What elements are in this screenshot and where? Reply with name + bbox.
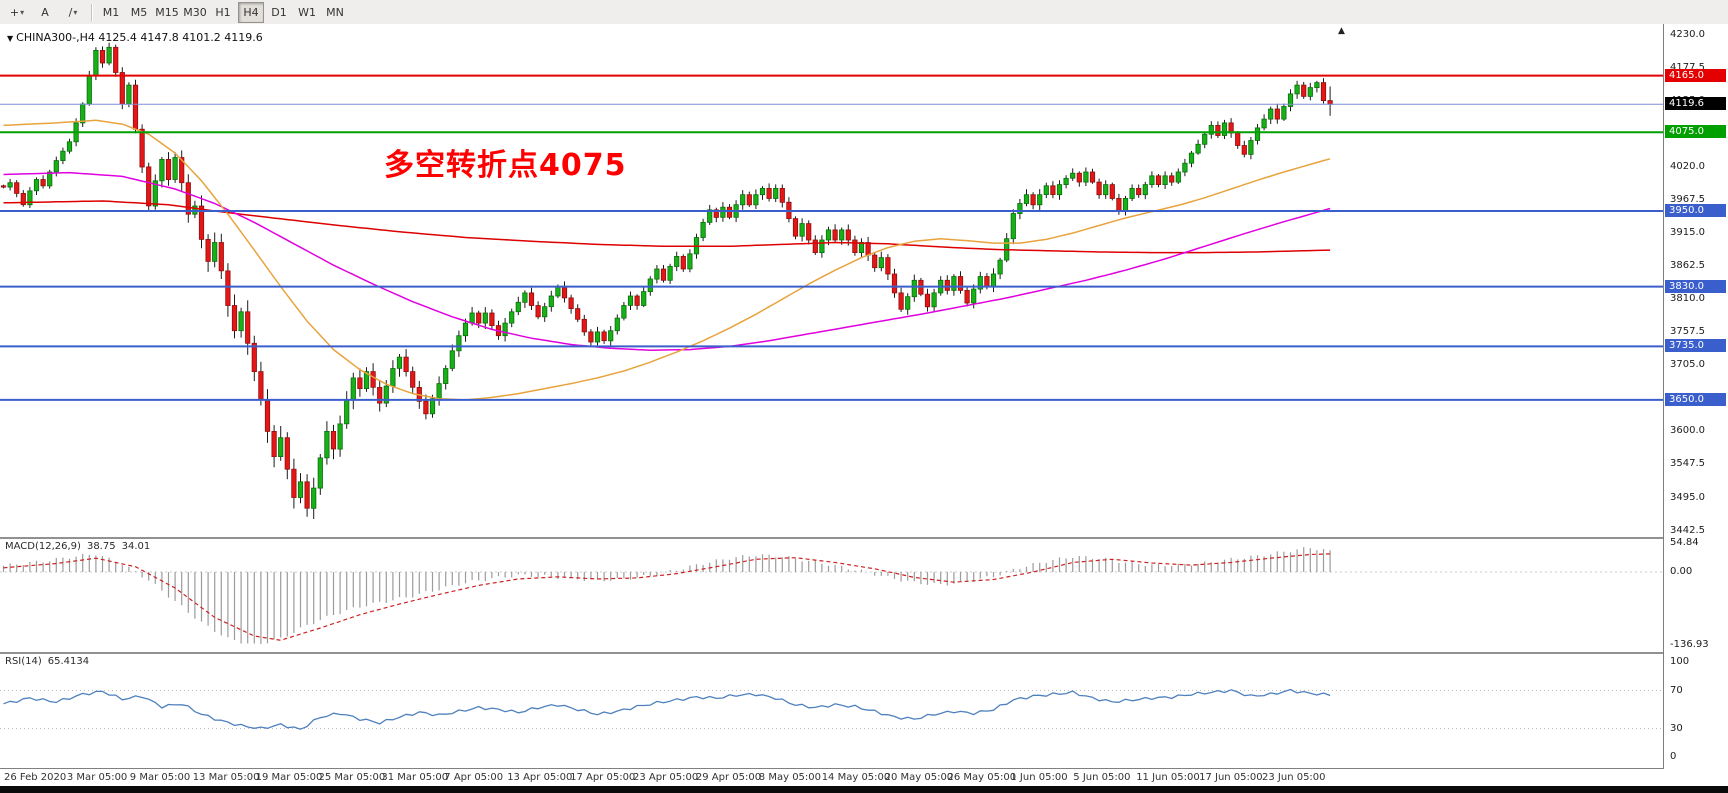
price-tick-label: 3600.0 (1670, 425, 1705, 437)
rsi-svg (0, 688, 1664, 730)
cursor-tool-icon: + (9, 5, 20, 19)
price-tick-label: 3810.0 (1670, 293, 1705, 305)
timeframe-button-m30[interactable]: M30 (183, 5, 207, 19)
time-axis-label: 25 Mar 05:00 (318, 772, 386, 783)
rsi-label: RSI(14) 65.4134 (5, 656, 90, 667)
main-chart-svg[interactable] (0, 24, 1664, 537)
current-price-badge: 4119.6 (1665, 97, 1726, 111)
time-axis-label: 26 May 05:00 (947, 772, 1017, 783)
draw-tool-icon: / (68, 5, 73, 19)
tool-button-draw-tool[interactable]: / ▾ (60, 2, 86, 23)
time-axis-label: 7 Apr 05:00 (444, 772, 504, 783)
time-axis[interactable]: 26 Feb 2020 3 Mar 05:00 9 Mar 05:00 13 Mar … (0, 768, 1664, 787)
taskbar-strip (0, 786, 1728, 793)
chevron-down-icon: ▾ (20, 7, 25, 17)
toolbar-separator (91, 3, 93, 21)
price-tick-label: 3915.0 (1670, 227, 1705, 239)
price-level-badge: 3950.0 (1665, 204, 1726, 218)
time-axis-label: 26 Feb 2020 (4, 772, 67, 783)
time-axis-label: 1 Jun 05:00 (1010, 772, 1068, 783)
macd-signal-line (3, 553, 1331, 641)
rsi-tick-label: 100 (1670, 656, 1690, 667)
symbol-dropdown-icon: ▼ (7, 34, 14, 43)
time-axis-label: 23 Apr 05:00 (633, 772, 699, 783)
symbol-ohlc-text: CHINA300-,H4 4125.4 4147.8 4101.2 4119.6 (16, 31, 263, 44)
main-chart-panel[interactable]: ▼ CHINA300-,H4 4125.4 4147.8 4101.2 4119.… (0, 24, 1664, 537)
candles-layer (0, 42, 1333, 519)
price-tick-label: 3705.0 (1670, 359, 1705, 371)
time-axis-label: 13 Apr 05:00 (507, 772, 573, 783)
panel-separator[interactable] (0, 652, 1728, 654)
time-axis-label: 19 Mar 05:00 (255, 772, 323, 783)
timeframe-button-h1[interactable]: H1 (215, 5, 231, 19)
rsi-tick-label: 0 (1670, 751, 1677, 762)
time-axis-label: 3 Mar 05:00 (66, 772, 128, 783)
chart-annotation-text: 多空转折点4075 (384, 148, 627, 183)
time-axis-label: 9 Mar 05:00 (129, 772, 191, 783)
toolbar: + ▾ A / ▾ M1 M5 M15 M30 H1 H4 D1 W1 MN (0, 0, 1728, 25)
rsi-tick-label: 30 (1670, 722, 1683, 734)
tool-button-text-tool[interactable]: A (32, 2, 58, 23)
macd-svg (0, 547, 1664, 644)
price-level-badge: 3650.0 (1665, 392, 1726, 406)
text-tool-icon: A (41, 5, 49, 19)
time-axis-label: 29 Apr 05:00 (695, 772, 762, 783)
ma-mid-line (3, 171, 1331, 351)
timeframe-button-m5[interactable]: M5 (130, 5, 148, 19)
price-level-badge: 3735.0 (1665, 339, 1726, 353)
timeframe-button-m15[interactable]: M15 (155, 5, 179, 19)
chart-shift-marker-icon: ▲ (1338, 26, 1345, 36)
rsi-tick-label: 70 (1670, 684, 1683, 696)
time-axis-label: 31 Mar 05:00 (381, 772, 449, 783)
tool-button-cursor-tool[interactable]: + ▾ (4, 2, 30, 23)
price-level-badge: 4165.0 (1665, 68, 1726, 82)
ma-fast-line (3, 119, 1331, 401)
time-axis-label: 17 Jun 05:00 (1199, 772, 1263, 783)
timeframe-button-mn[interactable]: MN (326, 5, 344, 19)
macd-histogram-layer (2, 547, 1331, 644)
timeframe-button-w1[interactable]: W1 (298, 5, 316, 19)
price-tick-label: 3967.5 (1670, 194, 1705, 205)
price-tick-label: 3495.0 (1670, 491, 1705, 503)
price-tick-label: 4230.0 (1670, 28, 1705, 40)
price-tick-label: 4020.0 (1670, 160, 1705, 172)
chevron-down-icon: ▾ (73, 7, 78, 17)
price-level-badge: 3830.0 (1665, 279, 1726, 293)
rsi-line (3, 688, 1331, 730)
macd-label: MACD(12,26,9) 38.75 34.01 (5, 541, 151, 552)
symbol-info: ▼ CHINA300-,H4 4125.4 4147.8 4101.2 4119.… (7, 31, 263, 44)
rsi-panel[interactable]: RSI(14) 65.4134 (0, 654, 1664, 767)
axis-border (1663, 24, 1664, 786)
price-level-badge: 4075.0 (1665, 125, 1726, 139)
macd-panel[interactable]: MACD(12,26,9) 38.75 34.01 (0, 539, 1664, 652)
time-axis-label: 14 May 05:00 (821, 772, 891, 783)
macd-tick-label: 0.00 (1670, 566, 1693, 578)
time-axis-label: 23 Jun 05:00 (1262, 772, 1326, 783)
price-tick-label: 3547.5 (1670, 458, 1705, 470)
timeframe-button-d1[interactable]: D1 (271, 5, 287, 19)
time-axis-label: 5 Jun 05:00 (1073, 772, 1131, 783)
price-tick-label: 4177.5 (1670, 61, 1705, 73)
time-axis-label: 11 Jun 05:00 (1136, 772, 1200, 783)
time-axis-label: 13 Mar 05:00 (192, 772, 260, 783)
time-axis-label: 8 May 05:00 (758, 772, 822, 783)
price-tick-label: 3757.5 (1670, 326, 1705, 338)
price-axis[interactable]: 4230.04177.54125.04072.54020.03967.53915… (1664, 24, 1728, 786)
macd-tick-label: 54.84 (1670, 536, 1699, 548)
panel-separator[interactable] (0, 537, 1728, 539)
ma-slow-line (3, 200, 1331, 254)
macd-tick-label: -136.93 (1670, 639, 1709, 651)
time-axis-label: 17 Apr 05:00 (570, 772, 636, 783)
price-tick-label: 3862.5 (1670, 260, 1705, 272)
price-tick-label: 3442.5 (1670, 524, 1705, 536)
time-axis-label: 20 May 05:00 (884, 772, 954, 783)
timeframe-button-h4[interactable]: H4 (238, 1, 264, 23)
timeframe-button-m1[interactable]: M1 (102, 5, 120, 19)
